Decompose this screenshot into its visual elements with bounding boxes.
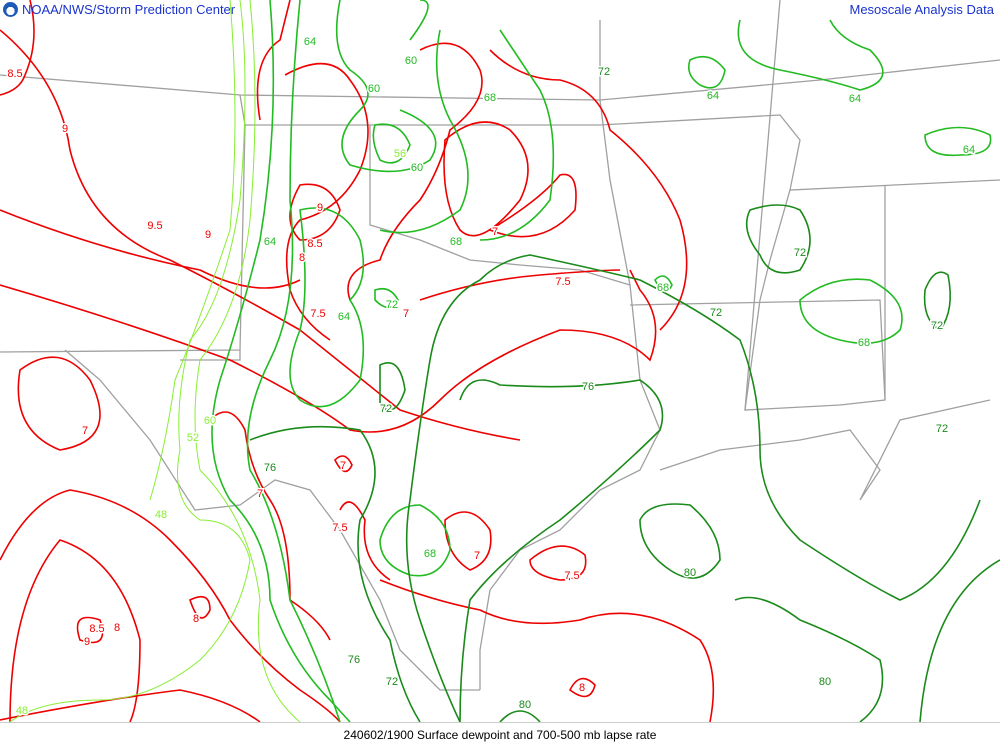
dewpoint-contour-label: 60: [368, 83, 380, 95]
lapse-rate-contour-label: 8: [193, 613, 199, 625]
lapse-rate-contour-label: 8.5: [307, 238, 322, 250]
dewpoint-contour-label: 76: [264, 462, 276, 474]
lapse-rate-contour-label: 7.5: [310, 308, 325, 320]
dewpoint-contour-label: 72: [598, 66, 610, 78]
lapse-rate-contour-label: 7: [82, 425, 88, 437]
lapse-rate-contour-label: 9: [62, 123, 68, 135]
lapse-rate-contour-label: 7: [257, 488, 263, 500]
lapse-rate-contour-label: 7.5: [555, 276, 570, 288]
header-left-title: NOAA/NWS/Storm Prediction Center: [22, 2, 236, 17]
lapse-rate-contour-label: 8: [299, 252, 305, 264]
dewpoint-contour-label: 72: [936, 423, 948, 435]
dewpoint-contour-label: 68: [484, 92, 496, 104]
dewpoint-contour-label: 64: [338, 311, 350, 323]
lapse-rate-contours: [0, 0, 715, 722]
dewpoint-contour-label: 76: [348, 654, 360, 666]
dewpoint-contour-label: 60: [204, 415, 216, 427]
dewpoint-contour-label: 72: [386, 676, 398, 688]
noaa-logo-icon: [3, 2, 18, 17]
map-caption: 240602/1900 Surface dewpoint and 700-500…: [343, 728, 657, 742]
dewpoint-contour-label: 48: [16, 705, 28, 717]
dewpoint-contour-label: 72: [380, 403, 392, 415]
lapse-rate-contour-label: 8: [579, 682, 585, 694]
dewpoint-contour-label: 64: [264, 236, 276, 248]
dewpoint-contour-label: 60: [405, 55, 417, 67]
lapse-rate-contour-label: 7.5: [564, 570, 579, 582]
dewpoint-contour-label: 60: [411, 162, 423, 174]
lapse-rate-contour-label: 7: [403, 308, 409, 320]
lapse-rate-contour-label: 9: [205, 229, 211, 241]
dewpoint-contour-label: 64: [707, 90, 719, 102]
dewpoint-contour-label: 68: [450, 236, 462, 248]
dewpoint-contour-label: 68: [858, 337, 870, 349]
lapse-rate-contour-label: 7: [474, 550, 480, 562]
lapse-rate-contour-label: 9: [317, 202, 323, 214]
dewpoint-contour-label: 64: [963, 144, 975, 156]
dewpoint-contour-label: 76: [582, 381, 594, 393]
lapse-rate-contour-label: 8: [114, 622, 120, 634]
lapse-rate-contour-label: 8.5: [89, 623, 104, 635]
lapse-rate-contour-label: 7: [340, 460, 346, 472]
lapse-rate-contour-label: 7: [492, 226, 498, 238]
dewpoint-contour-label: 48: [155, 509, 167, 521]
dewpoint-contour-label: 72: [931, 320, 943, 332]
dewpoint-contour-label: 72: [386, 299, 398, 311]
dewpoint-contours: [9, 0, 1000, 722]
dewpoint-contour-label: 80: [819, 676, 831, 688]
dewpoint-contour-label: 72: [794, 247, 806, 259]
dewpoint-contour-label: 72: [710, 307, 722, 319]
lapse-rate-contour-label: 9: [84, 636, 90, 648]
dewpoint-contour-label: 68: [657, 282, 669, 294]
dewpoint-contour-label: 64: [304, 36, 316, 48]
dewpoint-contour-label: 52: [187, 432, 199, 444]
dewpoint-contour-label: 80: [519, 699, 531, 711]
lapse-rate-contour-label: 7.5: [332, 522, 347, 534]
dewpoint-contour-label: 64: [849, 93, 861, 105]
header-right-title: Mesoscale Analysis Data: [849, 2, 994, 17]
dewpoint-contour-label: 56: [394, 148, 406, 160]
lapse-rate-contour-label: 9.5: [147, 220, 162, 232]
dewpoint-contour-label: 80: [684, 567, 696, 579]
lapse-rate-contour-label: 8.5: [7, 68, 22, 80]
dewpoint-contour-label: 68: [424, 548, 436, 560]
